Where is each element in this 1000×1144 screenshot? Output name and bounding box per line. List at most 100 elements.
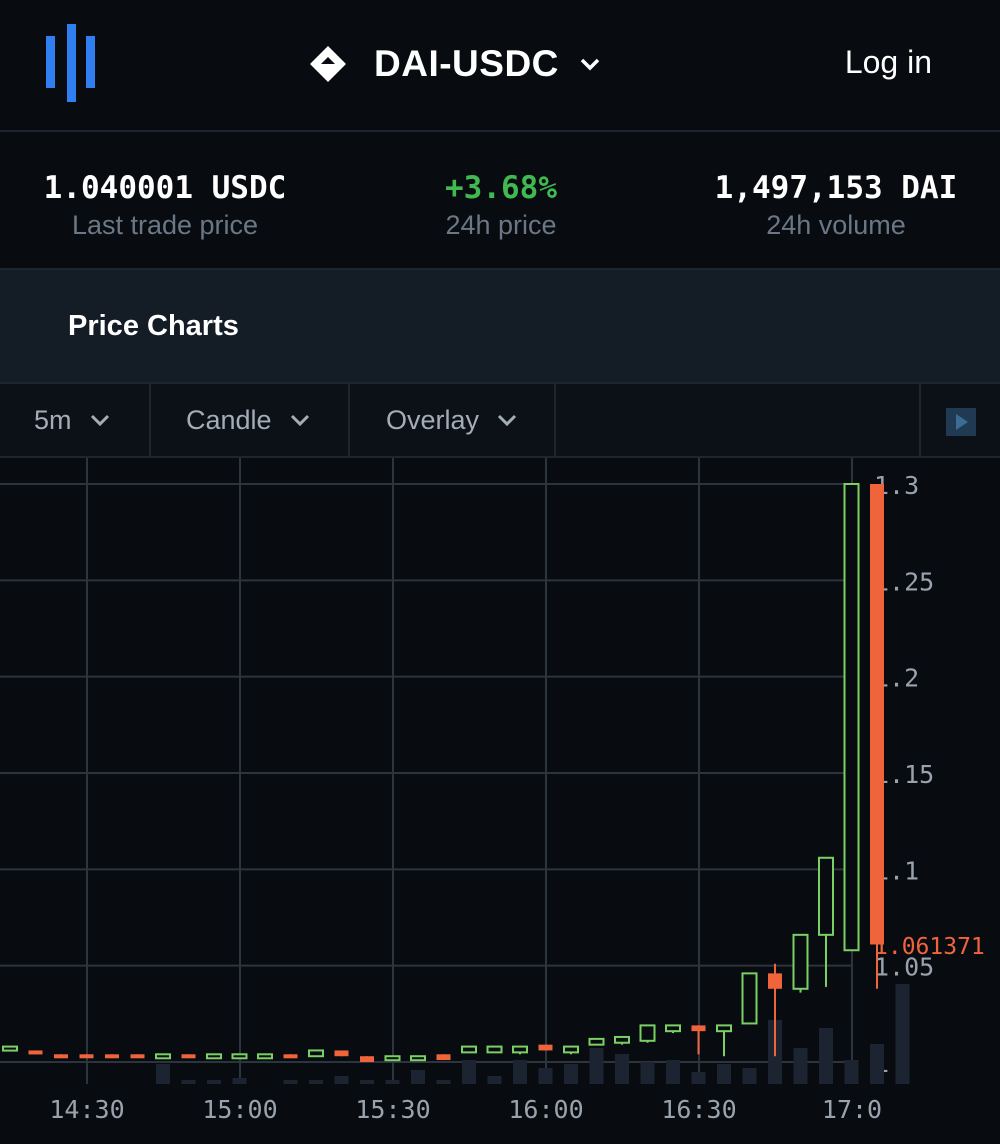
dai-diamond-icon — [310, 46, 346, 82]
play-icon[interactable] — [946, 408, 976, 436]
pair-label: DAI-USDC — [374, 43, 559, 84]
overlay-dropdown[interactable]: Overlay — [386, 384, 517, 456]
volume-bar — [207, 1080, 221, 1084]
interval-label: 5m — [34, 404, 72, 435]
toolbar-divider — [348, 384, 350, 456]
candle-body — [665, 1024, 681, 1033]
volume-bar — [487, 1076, 502, 1084]
toolbar-divider — [919, 384, 921, 456]
candle-body — [792, 933, 809, 990]
toolbar-divider — [149, 384, 151, 456]
volume-stat: 1,497,153 DAI 24h volume — [698, 170, 974, 241]
volume-bar — [156, 1064, 170, 1084]
candle-body — [538, 1044, 553, 1051]
y-tick-label: 1.25 — [874, 567, 934, 596]
volume-bar — [462, 1060, 476, 1084]
chart-type-dropdown[interactable]: Candle — [186, 384, 310, 456]
volume-bar — [309, 1080, 323, 1084]
chevron-down-icon — [580, 58, 600, 71]
x-tick-label: 16:30 — [661, 1095, 736, 1124]
toolbar-divider — [554, 384, 556, 456]
x-tick-label: 15:00 — [202, 1095, 277, 1124]
candle-body — [105, 1054, 119, 1059]
chevron-down-icon — [90, 414, 109, 427]
chevron-down-icon — [497, 414, 517, 427]
candle-body — [768, 973, 782, 989]
volume-bar — [640, 1062, 655, 1084]
overlay-label: Overlay — [386, 404, 480, 435]
candle-body — [384, 1055, 401, 1062]
price-change-label: 24h price — [445, 210, 557, 240]
volume-bar — [538, 1068, 553, 1084]
candle-body — [283, 1054, 298, 1059]
interval-dropdown[interactable]: 5m — [34, 384, 110, 456]
candle-body — [870, 484, 884, 945]
x-tick-label: 16:00 — [508, 1095, 583, 1124]
candle-body — [436, 1054, 451, 1061]
candle-body — [181, 1054, 196, 1059]
volume-bar — [283, 1080, 298, 1084]
volume-bar — [411, 1070, 425, 1084]
candle-body — [334, 1050, 349, 1057]
chart-type-label: Candle — [186, 404, 272, 435]
candle-body — [691, 1025, 706, 1032]
candle-body — [741, 972, 758, 1025]
candle-body — [639, 1024, 656, 1042]
pair-selector[interactable]: DAI-USDC — [308, 40, 601, 88]
candle-body — [206, 1053, 222, 1060]
chevron-down-icon — [290, 414, 309, 427]
candle-body — [360, 1056, 374, 1062]
login-link[interactable]: Log in — [844, 44, 932, 80]
last-price-value: 1.040001 USDC — [43, 170, 287, 206]
volume-bar — [232, 1078, 247, 1084]
volume-bar — [589, 1048, 604, 1084]
volume-bar — [334, 1076, 349, 1084]
candle-body — [28, 1050, 43, 1055]
last-price-label: Last trade price — [71, 210, 259, 240]
y-tick-label: 1.05 — [874, 953, 934, 982]
candle-body — [614, 1035, 630, 1044]
price-change-stat: +3.68% 24h price — [400, 170, 602, 241]
candle-body — [818, 856, 834, 936]
volume-bar — [793, 1048, 808, 1084]
candle-body — [843, 483, 860, 952]
candle-body — [512, 1045, 528, 1054]
volume-bar — [564, 1064, 578, 1084]
candle-body — [231, 1053, 248, 1060]
volume-bar — [513, 1060, 527, 1084]
volume-bar — [844, 1060, 859, 1084]
volume-bar — [615, 1054, 629, 1084]
candle-body — [588, 1037, 605, 1046]
section-title: Price Charts — [68, 310, 239, 342]
volume-bar — [436, 1080, 451, 1084]
x-tick-label: 17:0 — [822, 1095, 882, 1124]
candle-body — [486, 1045, 503, 1054]
candle-body — [410, 1055, 426, 1062]
candle-body — [2, 1045, 18, 1052]
last-price-stat: 1.040001 USDC Last trade price — [30, 170, 300, 241]
volume-value: 1,497,153 DAI — [714, 170, 958, 206]
volume-bar — [385, 1080, 400, 1084]
chart-toolbar: 5m Candle Overlay — [0, 384, 1000, 458]
exchange-logo-icon[interactable] — [46, 24, 98, 102]
price-charts-header: Price Charts — [0, 270, 1000, 384]
x-tick-label: 14:30 — [49, 1095, 124, 1124]
candle-body — [716, 1024, 732, 1033]
y-tick-label: 1.15 — [874, 760, 934, 789]
candle-body — [461, 1045, 477, 1054]
volume-bar — [691, 1072, 706, 1084]
price-change-value: +3.68% — [445, 170, 557, 206]
candle-body — [563, 1045, 579, 1054]
candle-body — [79, 1054, 94, 1059]
candle-body — [308, 1049, 324, 1058]
volume-bar — [666, 1060, 680, 1084]
price-chart[interactable]: 1.31.251.21.151.11.05114:3015:0015:3016:… — [0, 458, 1000, 1144]
market-stats: 1.040001 USDC Last trade price +3.68% 24… — [0, 132, 1000, 270]
volume-bar — [819, 1028, 833, 1084]
candle-body — [54, 1054, 68, 1059]
candle-body — [130, 1054, 145, 1059]
last-price-label: 1.061371 — [874, 934, 985, 960]
volume-label: 24h volume — [766, 210, 906, 240]
top-bar: DAI-USDC Log in — [0, 0, 1000, 132]
x-tick-label: 15:30 — [355, 1095, 430, 1124]
